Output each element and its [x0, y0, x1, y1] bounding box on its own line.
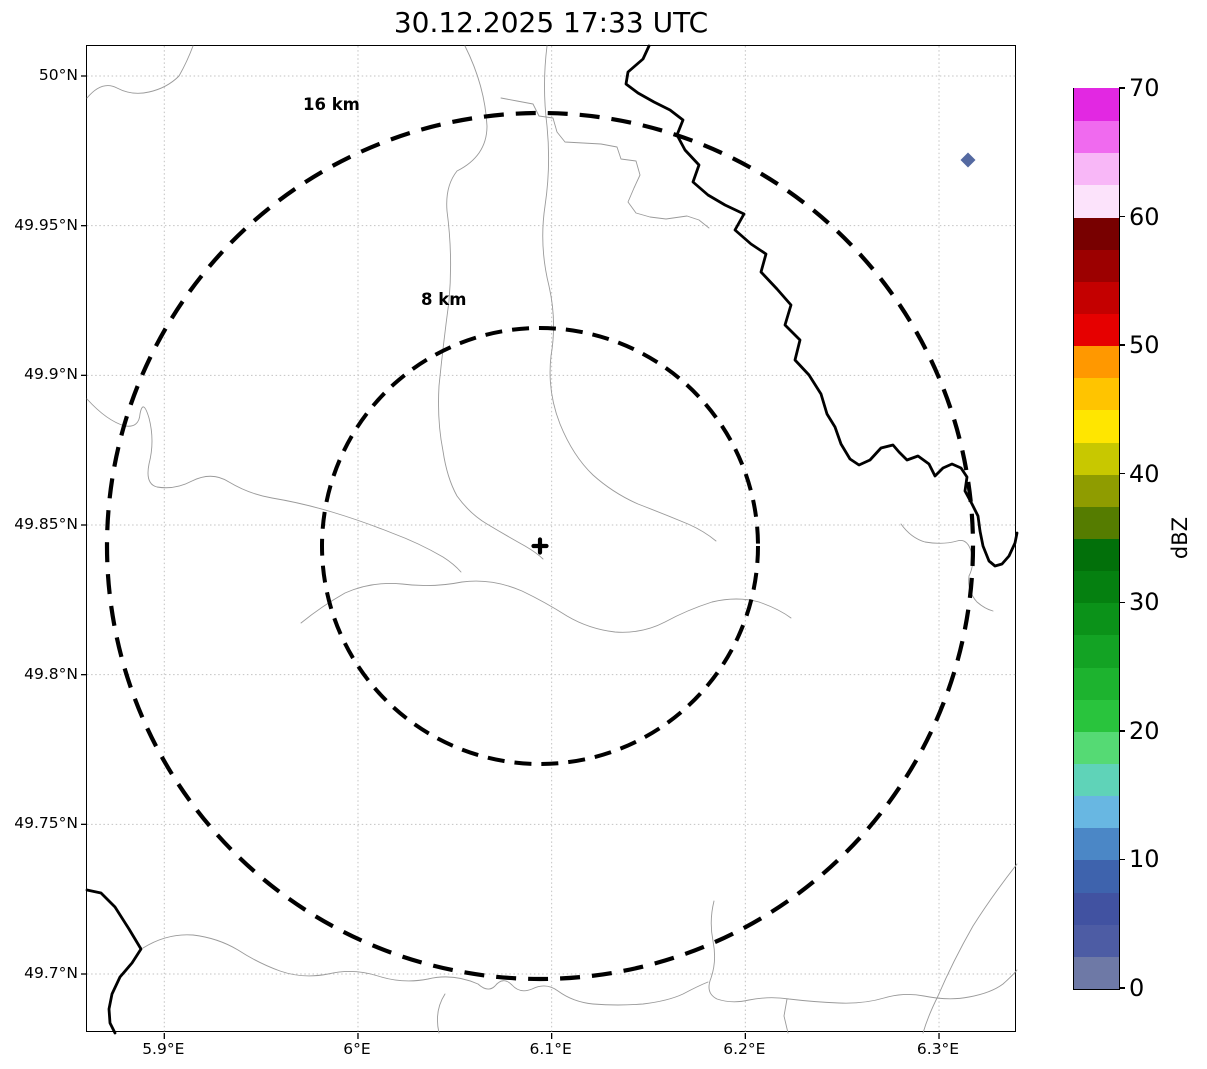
colorbar-segment — [1074, 345, 1119, 379]
boundary-line — [500, 97, 710, 229]
colorbar-tick-label: 60 — [1129, 202, 1160, 231]
colorbar-segment — [1074, 152, 1119, 186]
colorbar-tickmark — [1119, 87, 1125, 89]
colorbar-segment — [1074, 474, 1119, 507]
colorbar-tickmark — [1119, 601, 1125, 604]
range-rings — [104, 110, 976, 982]
colorbar-tick-label: 70 — [1129, 74, 1160, 102]
y-tick-label: 49.95°N — [14, 215, 78, 234]
colorbar-tick-label: 10 — [1129, 845, 1160, 874]
map-canvas — [81, 44, 1019, 1039]
colorbar-tick-label: 0 — [1129, 974, 1145, 1002]
boundary-line — [142, 934, 709, 1006]
river-line — [85, 888, 143, 1035]
y-tick-label: 49.9°N — [24, 365, 78, 384]
boundary-line — [922, 863, 1018, 1034]
boundary-line — [438, 45, 544, 560]
colorbar-segment — [1074, 763, 1119, 797]
colorbar-label: dBZ — [1168, 516, 1192, 560]
figure-title: 30.12.2025 17:33 UTC — [393, 6, 709, 39]
colorbar-segment — [1074, 795, 1119, 829]
colorbar-segment — [1074, 699, 1119, 732]
colorbar-segment — [1074, 924, 1119, 957]
river-line — [624, 44, 1019, 568]
colorbar-tickmark — [1119, 344, 1125, 346]
colorbar-segment — [1074, 216, 1119, 250]
colorbar-segment — [1074, 859, 1119, 893]
colorbar-segment — [1074, 409, 1119, 443]
colorbar-tick-label: 20 — [1129, 716, 1160, 745]
colorbar-segment — [1074, 441, 1119, 475]
echo-diamond-marker — [960, 152, 976, 168]
colorbar-tickmark — [1119, 472, 1125, 475]
colorbar-tickmark — [1119, 987, 1125, 989]
colorbar-segment — [1074, 891, 1119, 925]
colorbar-segment — [1074, 634, 1119, 668]
river-border-lines — [85, 44, 1019, 1035]
x-tick-label: 6°E — [343, 1040, 371, 1058]
colorbar-segment — [1074, 956, 1119, 989]
colorbar-segment — [1074, 570, 1119, 604]
y-tick-label: 49.85°N — [14, 515, 78, 533]
boundary-line — [542, 45, 717, 542]
x-tick-label: 5.9°E — [142, 1040, 185, 1058]
colorbar-tickmark — [1119, 858, 1125, 861]
colorbar — [1073, 88, 1120, 990]
colorbar-segment — [1074, 249, 1119, 282]
colorbar-segment — [1074, 666, 1119, 700]
boundary-line — [783, 998, 789, 1034]
x-tick-label: 6.2°E — [723, 1040, 766, 1058]
colorbar-tickmark — [1119, 730, 1125, 732]
colorbar-segment — [1074, 313, 1119, 347]
colorbar-segment — [1074, 120, 1119, 154]
range-ring-label-16km: 16 km — [303, 95, 360, 114]
y-tick-label: 49.7°N — [24, 964, 78, 982]
colorbar-segment — [1074, 281, 1119, 314]
range-ring-8km — [320, 326, 760, 766]
boundary-line — [86, 45, 194, 99]
grid-layer — [87, 46, 1017, 1033]
colorbar-segment — [1074, 731, 1119, 764]
y-tick-label: 50°N — [38, 66, 78, 84]
boundary-line — [86, 398, 462, 573]
y-tick-label: 49.8°N — [24, 664, 78, 683]
x-tick-label: 6.1°E — [529, 1040, 572, 1058]
colorbar-segment — [1074, 377, 1119, 411]
boundary-line — [708, 900, 1018, 1004]
colorbar-tick-label: 30 — [1129, 588, 1160, 617]
colorbar-tickmark — [1119, 215, 1125, 218]
boundary-line — [437, 993, 446, 1034]
colorbar-segment — [1074, 88, 1119, 122]
x-tick-label: 6.3°E — [916, 1040, 960, 1058]
colorbar-segment — [1074, 602, 1119, 636]
range-ring-label-8km: 8 km — [421, 290, 467, 309]
radar-site-marker — [531, 537, 549, 555]
colorbar-tick-label: 50 — [1129, 331, 1160, 360]
admin-boundary-lines — [86, 45, 1018, 1034]
colorbar-segment — [1074, 184, 1119, 218]
y-tick-label: 49.75°N — [14, 814, 78, 833]
colorbar-segment — [1074, 827, 1119, 861]
colorbar-tick-label: 40 — [1129, 459, 1160, 488]
boundary-line — [900, 523, 994, 612]
map-plot: 16 km 8 km — [81, 44, 1019, 1039]
boundary-line — [300, 580, 792, 633]
range-ring-16km — [104, 110, 976, 982]
axis-ticks-layer — [81, 75, 940, 1039]
colorbar-segment — [1074, 538, 1119, 572]
colorbar-segment — [1074, 506, 1119, 539]
